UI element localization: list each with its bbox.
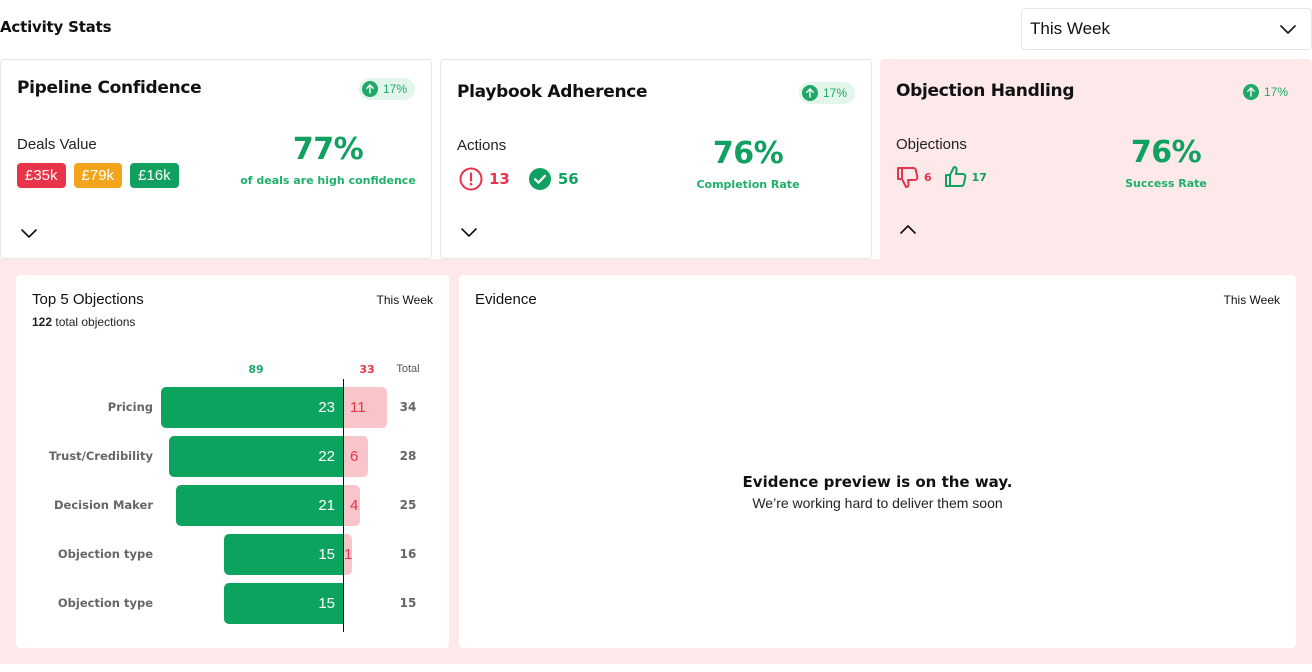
- bar-total-value: 28: [399, 449, 417, 463]
- trend-value: 17%: [382, 82, 407, 96]
- evidence-panel: Evidence This Week Evidence preview is o…: [459, 275, 1296, 648]
- big-value: 76%: [712, 136, 784, 171]
- card-title: Objection Handling: [896, 81, 1075, 101]
- panel-period: This Week: [1223, 293, 1280, 307]
- chart-axis-line: [343, 379, 344, 632]
- bar-category-label: Decision Maker: [54, 498, 153, 512]
- value-caption: Completion Rate: [696, 178, 800, 191]
- trend-value: 17%: [822, 86, 847, 100]
- thumbs-down-count: 6: [924, 170, 932, 184]
- bar-total-value: 15: [399, 596, 417, 610]
- evidence-empty-state: Evidence preview is on the way. We’re wo…: [459, 473, 1296, 511]
- objections-row: 6 17: [896, 165, 987, 189]
- top-objections-panel: Top 5 Objections This Week 122 total obj…: [16, 275, 449, 648]
- arrow-up-icon: [1242, 84, 1259, 100]
- bar-handled[interactable]: 15: [224, 534, 343, 575]
- bar-total-value: 16: [399, 547, 417, 561]
- bar-category-label: Trust/Credibility: [48, 449, 153, 463]
- bar-unhandled[interactable]: 6: [344, 436, 368, 477]
- big-value: 76%: [1130, 135, 1202, 170]
- chevron-up-icon[interactable]: [898, 220, 918, 240]
- thumbs-up-count: 17: [971, 170, 987, 184]
- bar-total-value: 34: [399, 400, 417, 414]
- bar-category-label: Pricing: [107, 400, 153, 414]
- bar-handled[interactable]: 21: [176, 485, 343, 526]
- metric-label: Deals Value: [17, 136, 97, 153]
- thumbs-down-icon: [897, 167, 919, 188]
- trend-badge: 17%: [798, 82, 855, 104]
- actions-row: 13 56: [459, 167, 579, 191]
- pipeline-confidence-card: Pipeline Confidence 17% Deals Value £35k…: [0, 59, 432, 259]
- arrow-up-icon: [361, 81, 378, 97]
- chevron-down-icon: [1280, 25, 1296, 34]
- total-objections: 122 total objections: [32, 315, 135, 329]
- bar-handled[interactable]: 23: [161, 387, 343, 428]
- check-circle-icon: [528, 168, 551, 190]
- deal-value-chips: £35k £79k £16k: [17, 163, 179, 188]
- objection-handling-card: Objection Handling 17% Objections 6 17 7…: [880, 59, 1312, 259]
- trend-badge: 17%: [1240, 81, 1296, 103]
- value-caption: of deals are high confidence: [240, 174, 416, 187]
- handled-column-header: 89: [248, 363, 264, 376]
- playbook-adherence-card: Playbook Adherence 17% Actions 13 56 76%…: [440, 59, 872, 259]
- page-title: Activity Stats: [0, 18, 112, 36]
- completed-actions-count: 56: [557, 170, 579, 188]
- thumbs-up-icon: [944, 166, 967, 187]
- total-objections-suffix: total objections: [52, 315, 136, 329]
- arrow-up-icon: [801, 85, 818, 101]
- empty-state-subline: We’re working hard to deliver them soon: [752, 495, 1003, 511]
- period-select-value: This Week: [1030, 19, 1110, 38]
- bar-unhandled[interactable]: 11: [344, 387, 387, 428]
- panel-period: This Week: [376, 293, 433, 307]
- deal-chip-high: £16k: [130, 163, 179, 188]
- bar-total-value: 25: [399, 498, 417, 512]
- total-objections-count: 122: [32, 315, 53, 329]
- chevron-down-icon[interactable]: [459, 222, 479, 242]
- total-column-header: Total: [396, 363, 420, 375]
- bar-category-label: Objection type: [57, 547, 153, 561]
- trend-value: 17%: [1263, 85, 1288, 99]
- empty-state-headline: Evidence preview is on the way.: [742, 473, 1013, 491]
- trend-badge: 17%: [358, 78, 415, 100]
- missed-actions-count: 13: [489, 170, 510, 188]
- bar-unhandled[interactable]: 4: [344, 485, 360, 526]
- card-title: Pipeline Confidence: [17, 78, 202, 98]
- period-select[interactable]: This Week: [1021, 8, 1312, 50]
- metric-label: Objections: [896, 136, 967, 153]
- chevron-down-icon[interactable]: [19, 223, 39, 243]
- panel-title: Evidence: [475, 291, 537, 308]
- deal-chip-medium: £79k: [73, 163, 123, 188]
- big-value: 77%: [292, 132, 364, 167]
- bar-unhandled[interactable]: 1: [344, 534, 352, 575]
- bar-handled[interactable]: 22: [169, 436, 343, 477]
- deal-chip-low: £35k: [17, 163, 66, 188]
- bar-handled[interactable]: 15: [224, 583, 343, 624]
- alert-circle-icon: [459, 167, 483, 191]
- card-title: Playbook Adherence: [457, 82, 648, 102]
- value-caption: Success Rate: [1125, 177, 1207, 190]
- panel-title: Top 5 Objections: [32, 291, 144, 308]
- bar-category-label: Objection type: [57, 596, 153, 610]
- metric-label: Actions: [457, 137, 507, 154]
- unhandled-column-header: 33: [359, 363, 375, 376]
